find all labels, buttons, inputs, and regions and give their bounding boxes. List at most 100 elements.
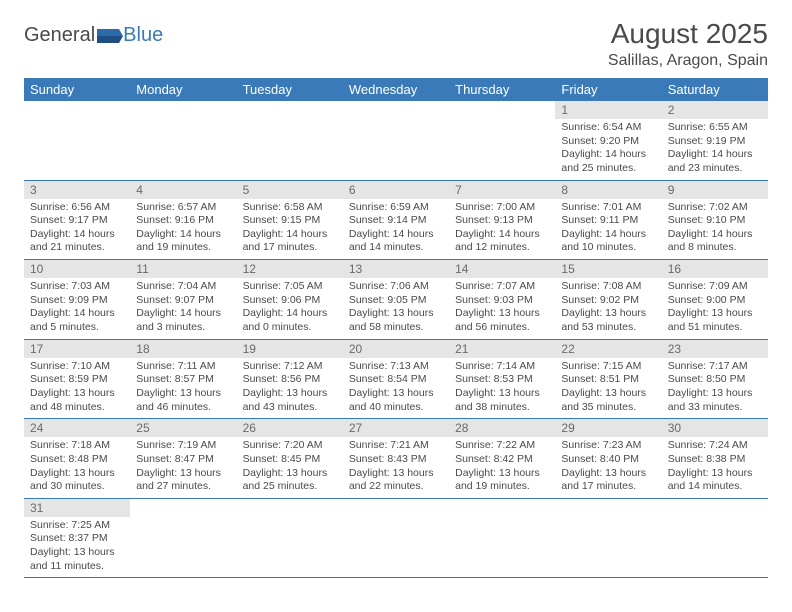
sunrise-text: Sunrise: 6:59 AM bbox=[349, 201, 443, 215]
calendar-day bbox=[24, 101, 130, 180]
calendar-week: 3Sunrise: 6:56 AMSunset: 9:17 PMDaylight… bbox=[24, 180, 768, 260]
sunrise-text: Sunrise: 7:10 AM bbox=[30, 360, 124, 374]
weekday-header: Friday bbox=[555, 78, 661, 101]
calendar-day: 3Sunrise: 6:56 AMSunset: 9:17 PMDaylight… bbox=[24, 180, 130, 260]
day-details: Sunrise: 7:13 AMSunset: 8:54 PMDaylight:… bbox=[343, 358, 449, 419]
sunrise-text: Sunrise: 6:54 AM bbox=[561, 121, 655, 135]
sunrise-text: Sunrise: 7:21 AM bbox=[349, 439, 443, 453]
sunrise-text: Sunrise: 7:12 AM bbox=[243, 360, 337, 374]
sunset-text: Sunset: 8:48 PM bbox=[30, 453, 124, 467]
sunset-text: Sunset: 9:05 PM bbox=[349, 294, 443, 308]
calendar-day bbox=[130, 498, 236, 578]
calendar-day bbox=[343, 498, 449, 578]
sunset-text: Sunset: 9:06 PM bbox=[243, 294, 337, 308]
day-details: Sunrise: 6:56 AMSunset: 9:17 PMDaylight:… bbox=[24, 199, 130, 260]
calendar-week: 17Sunrise: 7:10 AMSunset: 8:59 PMDayligh… bbox=[24, 339, 768, 419]
calendar-day: 23Sunrise: 7:17 AMSunset: 8:50 PMDayligh… bbox=[662, 339, 768, 419]
sunset-text: Sunset: 9:20 PM bbox=[561, 135, 655, 149]
day-details: Sunrise: 6:59 AMSunset: 9:14 PMDaylight:… bbox=[343, 199, 449, 260]
daylight-text: Daylight: 14 hours and 5 minutes. bbox=[30, 307, 124, 334]
sunset-text: Sunset: 9:07 PM bbox=[136, 294, 230, 308]
weekday-header: Wednesday bbox=[343, 78, 449, 101]
sunset-text: Sunset: 8:50 PM bbox=[668, 373, 762, 387]
day-number: 28 bbox=[449, 419, 555, 437]
calendar-week: 10Sunrise: 7:03 AMSunset: 9:09 PMDayligh… bbox=[24, 260, 768, 340]
day-details: Sunrise: 7:09 AMSunset: 9:00 PMDaylight:… bbox=[662, 278, 768, 339]
calendar-day: 9Sunrise: 7:02 AMSunset: 9:10 PMDaylight… bbox=[662, 180, 768, 260]
calendar-day bbox=[237, 498, 343, 578]
sunrise-text: Sunrise: 7:07 AM bbox=[455, 280, 549, 294]
daylight-text: Daylight: 14 hours and 0 minutes. bbox=[243, 307, 337, 334]
sunset-text: Sunset: 8:59 PM bbox=[30, 373, 124, 387]
daylight-text: Daylight: 14 hours and 14 minutes. bbox=[349, 228, 443, 255]
day-number: 3 bbox=[24, 181, 130, 199]
title-block: August 2025 Salillas, Aragon, Spain bbox=[608, 18, 768, 70]
daylight-text: Daylight: 13 hours and 40 minutes. bbox=[349, 387, 443, 414]
calendar-day: 6Sunrise: 6:59 AMSunset: 9:14 PMDaylight… bbox=[343, 180, 449, 260]
day-details: Sunrise: 6:54 AMSunset: 9:20 PMDaylight:… bbox=[555, 119, 661, 180]
day-number: 15 bbox=[555, 260, 661, 278]
sunrise-text: Sunrise: 7:02 AM bbox=[668, 201, 762, 215]
day-number: 4 bbox=[130, 181, 236, 199]
calendar-day: 16Sunrise: 7:09 AMSunset: 9:00 PMDayligh… bbox=[662, 260, 768, 340]
daylight-text: Daylight: 14 hours and 17 minutes. bbox=[243, 228, 337, 255]
sunset-text: Sunset: 9:14 PM bbox=[349, 214, 443, 228]
calendar-day: 4Sunrise: 6:57 AMSunset: 9:16 PMDaylight… bbox=[130, 180, 236, 260]
sunrise-text: Sunrise: 7:17 AM bbox=[668, 360, 762, 374]
day-number: 14 bbox=[449, 260, 555, 278]
calendar-day: 15Sunrise: 7:08 AMSunset: 9:02 PMDayligh… bbox=[555, 260, 661, 340]
calendar-day: 2Sunrise: 6:55 AMSunset: 9:19 PMDaylight… bbox=[662, 101, 768, 180]
day-number: 29 bbox=[555, 419, 661, 437]
calendar-day: 30Sunrise: 7:24 AMSunset: 8:38 PMDayligh… bbox=[662, 419, 768, 499]
day-number: 5 bbox=[237, 181, 343, 199]
daylight-text: Daylight: 14 hours and 3 minutes. bbox=[136, 307, 230, 334]
day-details: Sunrise: 7:04 AMSunset: 9:07 PMDaylight:… bbox=[130, 278, 236, 339]
daylight-text: Daylight: 13 hours and 58 minutes. bbox=[349, 307, 443, 334]
daylight-text: Daylight: 13 hours and 46 minutes. bbox=[136, 387, 230, 414]
daylight-text: Daylight: 13 hours and 19 minutes. bbox=[455, 467, 549, 494]
sunrise-text: Sunrise: 7:14 AM bbox=[455, 360, 549, 374]
day-number: 25 bbox=[130, 419, 236, 437]
sunset-text: Sunset: 9:13 PM bbox=[455, 214, 549, 228]
sunrise-text: Sunrise: 7:19 AM bbox=[136, 439, 230, 453]
header: General Blue August 2025 Salillas, Arago… bbox=[24, 18, 768, 70]
day-number: 24 bbox=[24, 419, 130, 437]
day-details: Sunrise: 7:08 AMSunset: 9:02 PMDaylight:… bbox=[555, 278, 661, 339]
daylight-text: Daylight: 14 hours and 25 minutes. bbox=[561, 148, 655, 175]
sunset-text: Sunset: 9:09 PM bbox=[30, 294, 124, 308]
day-details: Sunrise: 7:07 AMSunset: 9:03 PMDaylight:… bbox=[449, 278, 555, 339]
calendar-day: 5Sunrise: 6:58 AMSunset: 9:15 PMDaylight… bbox=[237, 180, 343, 260]
calendar-day: 10Sunrise: 7:03 AMSunset: 9:09 PMDayligh… bbox=[24, 260, 130, 340]
daylight-text: Daylight: 13 hours and 38 minutes. bbox=[455, 387, 549, 414]
day-number: 20 bbox=[343, 340, 449, 358]
day-details: Sunrise: 6:58 AMSunset: 9:15 PMDaylight:… bbox=[237, 199, 343, 260]
daylight-text: Daylight: 13 hours and 53 minutes. bbox=[561, 307, 655, 334]
daylight-text: Daylight: 13 hours and 14 minutes. bbox=[668, 467, 762, 494]
daylight-text: Daylight: 13 hours and 35 minutes. bbox=[561, 387, 655, 414]
calendar-day bbox=[130, 101, 236, 180]
calendar-day: 18Sunrise: 7:11 AMSunset: 8:57 PMDayligh… bbox=[130, 339, 236, 419]
day-number: 27 bbox=[343, 419, 449, 437]
sunset-text: Sunset: 9:11 PM bbox=[561, 214, 655, 228]
calendar-day: 14Sunrise: 7:07 AMSunset: 9:03 PMDayligh… bbox=[449, 260, 555, 340]
day-details: Sunrise: 7:19 AMSunset: 8:47 PMDaylight:… bbox=[130, 437, 236, 498]
day-details: Sunrise: 6:55 AMSunset: 9:19 PMDaylight:… bbox=[662, 119, 768, 180]
day-number: 12 bbox=[237, 260, 343, 278]
day-details: Sunrise: 6:57 AMSunset: 9:16 PMDaylight:… bbox=[130, 199, 236, 260]
sunset-text: Sunset: 8:53 PM bbox=[455, 373, 549, 387]
day-details: Sunrise: 7:17 AMSunset: 8:50 PMDaylight:… bbox=[662, 358, 768, 419]
sunset-text: Sunset: 9:19 PM bbox=[668, 135, 762, 149]
day-details: Sunrise: 7:25 AMSunset: 8:37 PMDaylight:… bbox=[24, 517, 130, 578]
calendar-week: 24Sunrise: 7:18 AMSunset: 8:48 PMDayligh… bbox=[24, 419, 768, 499]
day-number: 30 bbox=[662, 419, 768, 437]
sunset-text: Sunset: 8:38 PM bbox=[668, 453, 762, 467]
daylight-text: Daylight: 13 hours and 43 minutes. bbox=[243, 387, 337, 414]
daylight-text: Daylight: 14 hours and 10 minutes. bbox=[561, 228, 655, 255]
day-number: 21 bbox=[449, 340, 555, 358]
sunrise-text: Sunrise: 7:08 AM bbox=[561, 280, 655, 294]
calendar-day bbox=[343, 101, 449, 180]
calendar-day bbox=[449, 498, 555, 578]
sunset-text: Sunset: 9:03 PM bbox=[455, 294, 549, 308]
daylight-text: Daylight: 13 hours and 22 minutes. bbox=[349, 467, 443, 494]
daylight-text: Daylight: 13 hours and 27 minutes. bbox=[136, 467, 230, 494]
